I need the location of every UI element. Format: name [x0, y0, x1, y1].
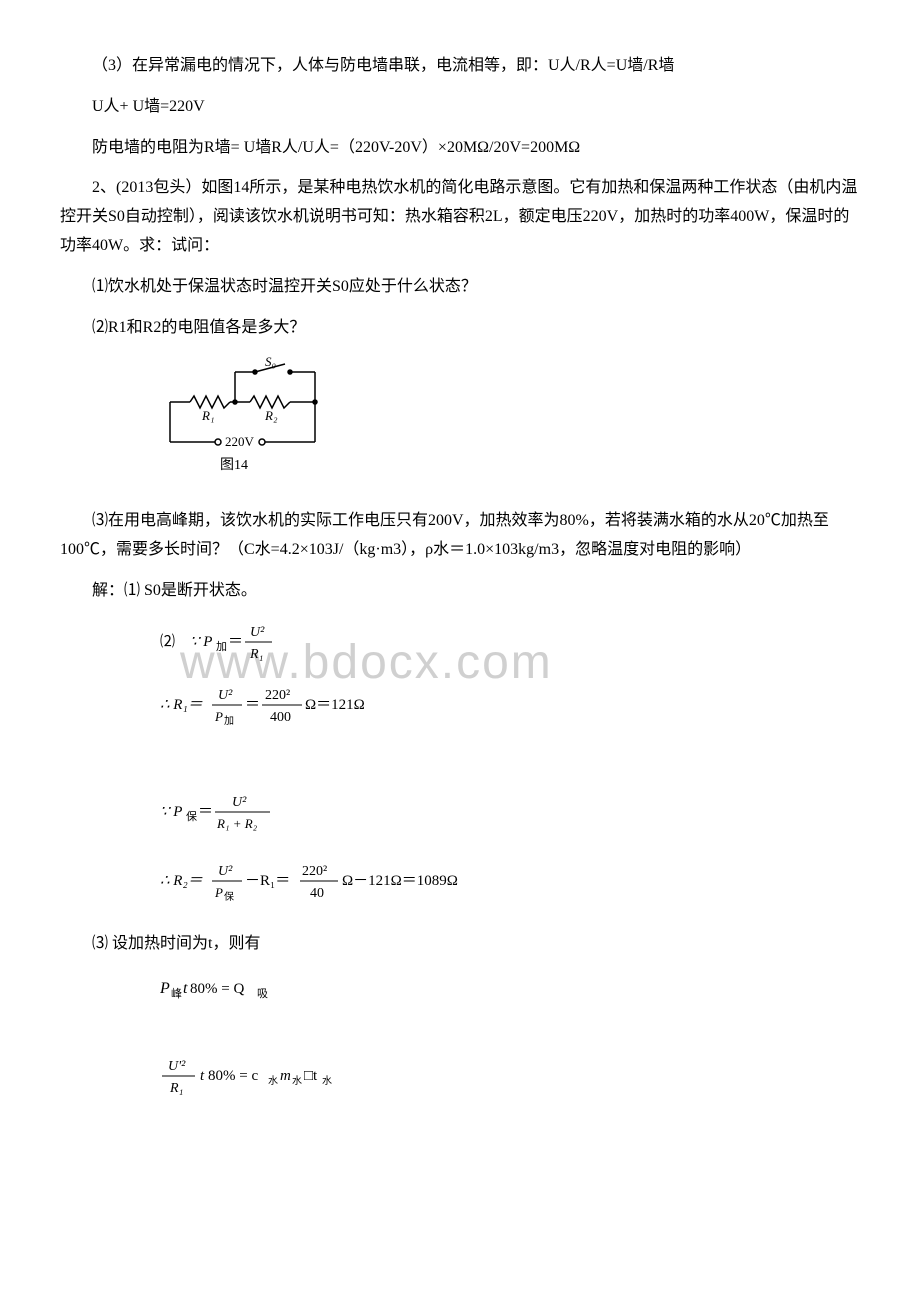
svg-text:－R₁＝: －R₁＝: [245, 873, 290, 889]
paragraph-2: U人+ U墙=220V: [60, 93, 860, 122]
s0-label: S₀: [265, 354, 276, 369]
svg-text:吸: 吸: [257, 988, 268, 1000]
svg-text:R₁ + R₂: R₁ + R₂: [216, 816, 258, 831]
r1-label: R₁: [201, 408, 214, 423]
svg-text:保: 保: [224, 890, 234, 903]
paragraph-3: 防电墙的电阻为R墙= U墙R人/U人=（220V-20V）×20MΩ/20V=2…: [60, 134, 860, 163]
formula-3: ∵ P 保 ＝ U² R₁ + R₂: [160, 788, 860, 849]
paragraph-4: 2、(2013包头）如图14所示，是某种电热饮水机的简化电路示意图。它有加热和保…: [60, 174, 860, 260]
svg-text:∵ P: ∵ P: [190, 634, 212, 650]
svg-text:U²: U²: [250, 625, 265, 640]
svg-text:＝: ＝: [198, 804, 213, 820]
svg-text:U²: U²: [218, 864, 233, 879]
circuit-diagram: S₀ R₁ R₂ 220V 图14: [160, 354, 860, 495]
svg-text:水: 水: [322, 1075, 332, 1087]
svg-text:m: m: [280, 1068, 291, 1084]
svg-text:水: 水: [292, 1075, 302, 1087]
svg-text:t: t: [200, 1068, 205, 1084]
svg-text:保: 保: [186, 809, 197, 823]
svg-text:＝: ＝: [245, 697, 260, 713]
svg-text:220²: 220²: [302, 864, 327, 879]
svg-text:80% = c: 80% = c: [208, 1068, 258, 1084]
paragraph-1: （3）在异常漏电的情况下，人体与防电墙串联，电流相等，即：U人/R人=U墙/R墙: [60, 52, 860, 81]
svg-text:P: P: [214, 885, 223, 900]
svg-text:水: 水: [268, 1075, 278, 1087]
svg-text:∵ P: ∵ P: [160, 804, 182, 820]
svg-text:Ω－121Ω＝1089Ω: Ω－121Ω＝1089Ω: [342, 873, 458, 889]
svg-text:R₁: R₁: [169, 1081, 183, 1096]
formula-6: U'² R₁ t 80% = c 水 m 水 □t 水: [160, 1052, 860, 1113]
svg-text:R₁: R₁: [249, 647, 263, 662]
document-content: （3）在异常漏电的情况下，人体与防电墙串联，电流相等，即：U人/R人=U墙/R墙…: [60, 52, 860, 1113]
formula-1: ⑵ ∵ P 加 ＝ U² R₁: [160, 618, 860, 674]
svg-text:＝: ＝: [228, 634, 243, 650]
svg-text:U²: U²: [232, 795, 247, 810]
paragraph-6: ⑵R1和R2的电阻值各是多大？: [60, 314, 860, 343]
svg-text:220²: 220²: [265, 688, 290, 703]
svg-text:加: 加: [216, 640, 227, 653]
svg-text:t: t: [183, 980, 188, 997]
svg-text:P: P: [214, 709, 223, 724]
r2-label: R₂: [264, 408, 278, 423]
paragraph-10: ⑶ 设加热时间为t，则有: [60, 930, 860, 959]
svg-text:峰: 峰: [171, 987, 182, 1000]
formula-5: P 峰 t 80% = Q 吸: [160, 971, 860, 1017]
voltage-label: 220V: [225, 434, 255, 449]
svg-text:∴ R₁＝: ∴ R₁＝: [160, 697, 203, 713]
svg-text:400: 400: [270, 710, 291, 725]
svg-text:⑵: ⑵: [160, 633, 175, 650]
paragraph-8: 解：⑴ S0是断开状态。: [60, 577, 860, 606]
svg-text:U'²: U'²: [168, 1059, 186, 1074]
svg-text:Ω＝121Ω: Ω＝121Ω: [305, 697, 365, 713]
svg-text:□t: □t: [304, 1068, 318, 1084]
svg-text:40: 40: [310, 886, 324, 901]
svg-text:P: P: [160, 980, 170, 997]
svg-text:加: 加: [224, 715, 234, 727]
svg-text:80% = Q: 80% = Q: [190, 981, 244, 997]
figure-label: 图14: [220, 458, 248, 473]
circuit-svg: S₀ R₁ R₂ 220V 图14: [160, 354, 340, 484]
paragraph-7: ⑶在用电高峰期，该饮水机的实际工作电压只有200V，加热效率为80%，若将装满水…: [60, 507, 860, 565]
svg-text:U²: U²: [218, 688, 233, 703]
formula-4: ∴ R₂＝ U² P 保 －R₁＝ 220² 40 Ω－121Ω＝1089Ω: [160, 857, 860, 918]
paragraph-5: ⑴饮水机处于保温状态时温控开关S0应处于什么状态？: [60, 273, 860, 302]
svg-text:∴ R₂＝: ∴ R₂＝: [160, 873, 203, 889]
formula-2: ∴ R₁＝ U² P 加 ＝ 220² 400 Ω＝121Ω: [160, 681, 860, 742]
